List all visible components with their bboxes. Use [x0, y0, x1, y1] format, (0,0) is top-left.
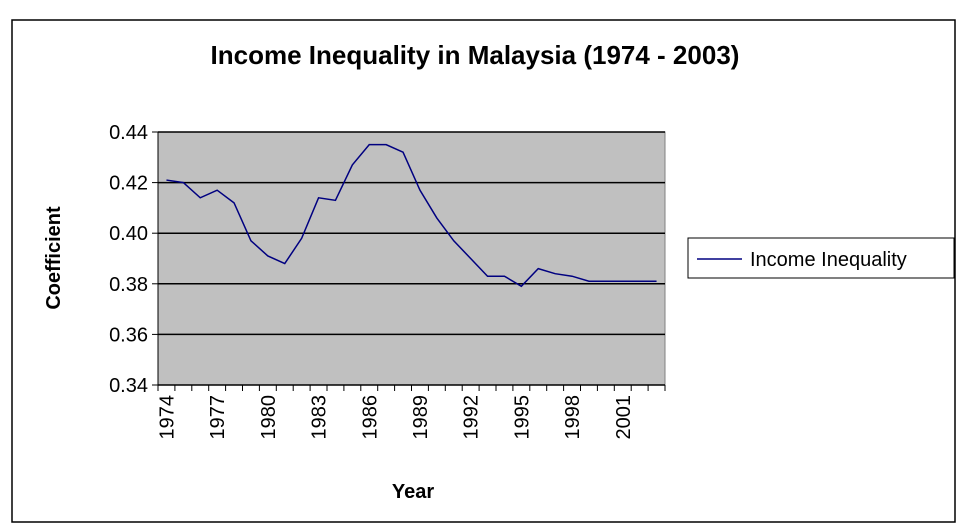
x-tick-label: 1995	[511, 395, 533, 440]
y-tick-label: 0.36	[109, 324, 148, 346]
y-tick-label: 0.40	[109, 223, 148, 245]
x-tick-label: 1998	[562, 395, 584, 440]
plot-area	[152, 131, 666, 391]
x-tick-label: 1986	[359, 395, 381, 440]
line-series	[166, 143, 657, 288]
y-axis-label: Coefficient	[43, 206, 65, 310]
y-tick-label: 0.42	[109, 173, 148, 195]
x-tick-label: 2001	[613, 395, 635, 440]
y-tick-label: 0.44	[109, 122, 148, 144]
y-tick-label: 0.34	[109, 375, 148, 397]
plot-background	[157, 131, 666, 386]
x-tick-label: 1989	[410, 395, 432, 440]
x-axis-label: Year	[392, 481, 434, 503]
x-tick-label: 1980	[258, 395, 280, 440]
x-tick-label: 1983	[309, 395, 331, 440]
x-tick-label: 1974	[156, 395, 178, 440]
legend-label: Income Inequality	[750, 249, 907, 271]
y-tick-label: 0.38	[109, 274, 148, 296]
legend	[687, 237, 955, 279]
x-tick-label: 1992	[461, 395, 483, 440]
chart-title: Income Inequality in Malaysia (1974 - 20…	[211, 40, 740, 70]
x-tick-label: 1977	[207, 395, 229, 440]
